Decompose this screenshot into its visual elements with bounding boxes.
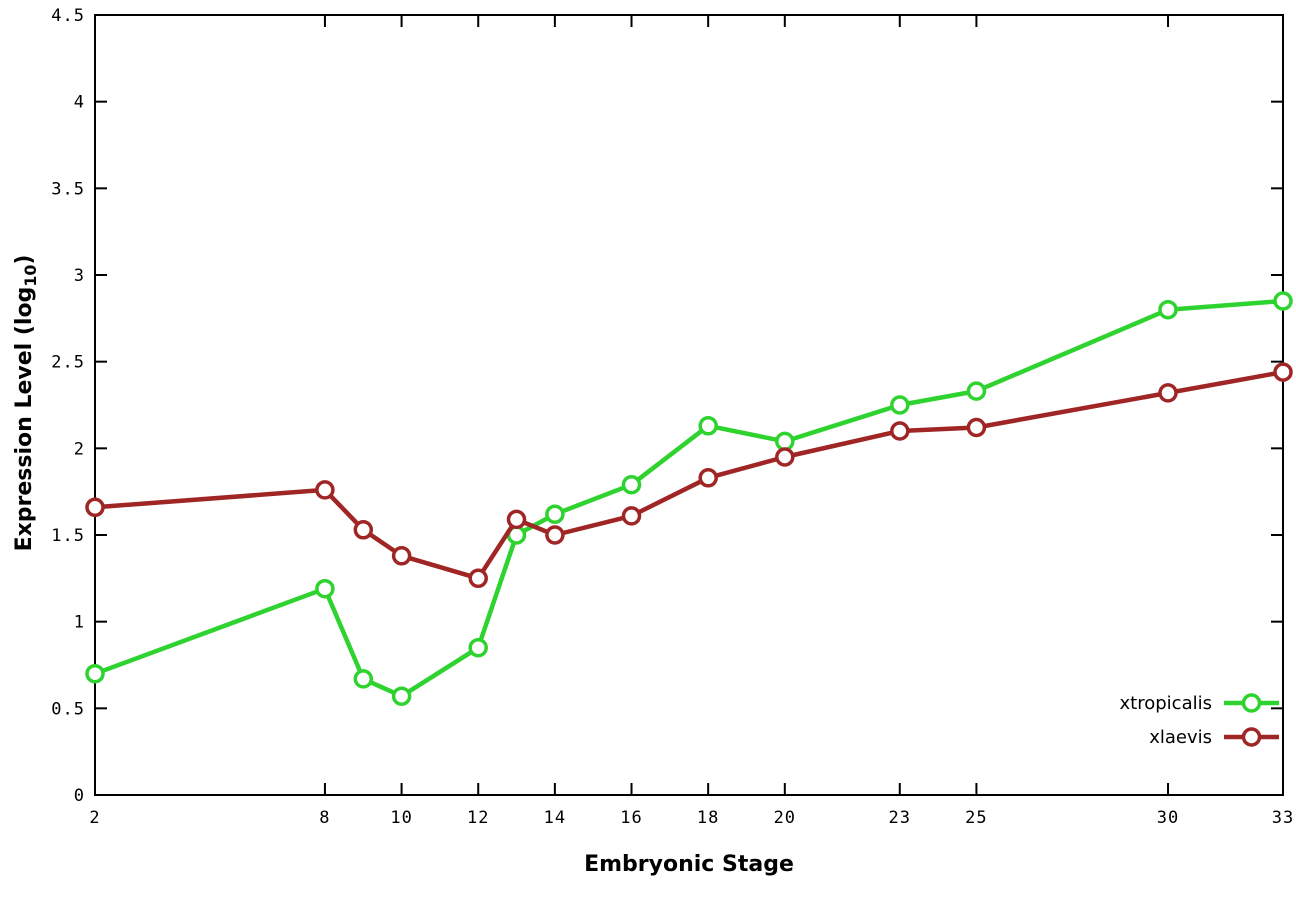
series-xlaevis-line [92, 369, 1286, 581]
series-xlaevis-point [621, 506, 642, 526]
series-xlaevis-point [890, 421, 910, 441]
series-xtropicalis-point [775, 431, 795, 452]
y-tick-label: 3 [74, 266, 85, 286]
series-xtropicalis-point [698, 416, 718, 436]
x-tick-label: 2 [89, 808, 100, 828]
y-tick-label: 4 [74, 93, 85, 113]
series-xtropicalis-point [966, 381, 987, 401]
x-tick-label: 20 [774, 808, 796, 828]
series-xlaevis-point [353, 520, 374, 540]
y-tick-label: 2.5 [51, 353, 85, 373]
series-xlaevis-point [1158, 383, 1178, 403]
y-axis-label-subscript: 10 [21, 264, 41, 287]
y-tick-label: 1 [74, 613, 85, 633]
y-tick-label: 1.5 [51, 526, 85, 546]
series-xlaevis-point [545, 525, 565, 545]
series-xtropicalis-point [315, 578, 335, 599]
y-tick-label: 0.5 [51, 699, 85, 719]
y-tick-label: 2 [74, 439, 85, 459]
series-xtropicalis-point [468, 637, 488, 658]
series-xlaevis-point [1273, 362, 1293, 382]
series-xtropicalis-point [391, 686, 412, 706]
series-xtropicalis-point [545, 504, 565, 524]
y-tick-label: 0 [74, 786, 85, 806]
y-tick-label: 4.5 [51, 6, 85, 26]
series-xlaevis-point [391, 546, 412, 566]
x-tick-label: 14 [544, 808, 566, 828]
series-xtropicalis-point [621, 474, 642, 495]
legend-sample-marker-xtropicalis [1241, 693, 1262, 713]
series-xlaevis-point [966, 417, 987, 438]
plot-border [94, 14, 1284, 796]
series-xlaevis-point [698, 468, 718, 488]
legend-sample-marker-xlaevis [1241, 727, 1262, 747]
x-tick-label: 23 [889, 808, 911, 828]
x-tick-label: 10 [390, 808, 412, 828]
series-xlaevis-point [85, 497, 105, 518]
y-tick-label: 3.5 [51, 179, 85, 199]
series-xlaevis-point [775, 447, 795, 467]
series-xtropicalis-line [92, 298, 1286, 699]
series-xlaevis-point [506, 509, 527, 530]
x-axis-label: Embryonic Stage [584, 852, 794, 877]
series-xtropicalis-point [1273, 291, 1293, 311]
x-tick-label: 25 [965, 808, 987, 828]
y-axis-label: Expression Level (log10) [12, 255, 40, 552]
x-tick-label: 16 [620, 808, 642, 828]
series-xtropicalis-point [85, 663, 105, 684]
y-axis-label-close: ) [11, 254, 37, 265]
series-xlaevis-point [468, 568, 488, 589]
legend-label-xtropicalis: xtropicalis [1120, 693, 1212, 714]
x-tick-label: 8 [319, 808, 330, 828]
x-tick-label: 33 [1272, 808, 1294, 828]
legend-label-xlaevis: xlaevis [1149, 727, 1212, 748]
x-tick-label: 12 [467, 808, 489, 828]
series-xtropicalis-point [353, 669, 374, 689]
series-xtropicalis-point [1158, 299, 1178, 320]
series-xlaevis-point [315, 480, 335, 500]
x-tick-label: 30 [1157, 808, 1179, 828]
series-xtropicalis-point [890, 395, 910, 415]
x-tick-label: 18 [697, 808, 719, 828]
y-axis-label-text: Expression Level (log [11, 286, 37, 552]
